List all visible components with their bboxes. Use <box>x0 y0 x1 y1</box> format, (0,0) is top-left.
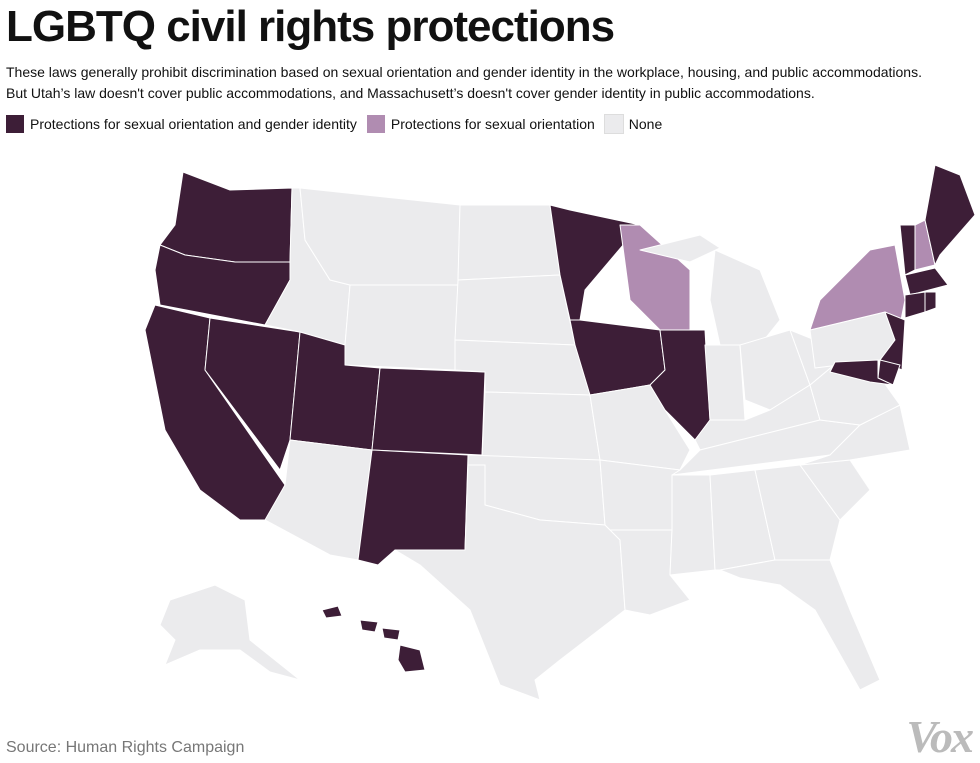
state-shape <box>904 291 926 319</box>
state-shape <box>454 274 576 346</box>
state-shape <box>599 459 681 531</box>
state-shape <box>359 619 379 633</box>
title: LGBTQ civil rights protections <box>6 2 615 51</box>
state-shape <box>321 605 343 619</box>
state-shape <box>381 627 401 641</box>
subtitle: These laws generally prohibit discrimina… <box>6 64 922 80</box>
state-shape <box>904 267 949 296</box>
state-shape <box>159 171 293 263</box>
legend-item: Protections for sexual orientation and g… <box>6 115 357 133</box>
state-shape <box>709 249 781 346</box>
state-shape <box>397 644 426 673</box>
state-shape <box>924 164 976 266</box>
legend-swatch <box>603 114 624 134</box>
state-shape <box>754 464 841 561</box>
logo: Vox <box>906 711 974 762</box>
legend-swatch <box>366 115 385 133</box>
state-shape <box>924 291 937 313</box>
state-shape <box>809 244 906 331</box>
state-shape <box>371 367 486 456</box>
state-shape <box>357 449 469 566</box>
state-shape <box>159 584 301 681</box>
legend-swatch <box>6 115 24 133</box>
state-shape <box>899 224 916 276</box>
state-shape <box>344 284 459 371</box>
state-shape <box>549 204 641 321</box>
state-shape <box>204 317 301 471</box>
legend-item: Protections for sexual orientation <box>366 115 595 133</box>
state-shape <box>481 391 601 461</box>
legend-label: Protections for sexual orientation and g… <box>30 116 357 132</box>
state-shape <box>704 344 746 421</box>
state-shape <box>299 187 461 286</box>
state-shape <box>639 234 721 263</box>
subtitle: But Utah’s law doesn't cover public acco… <box>6 85 815 101</box>
source: Source: Human Rights Campaign <box>6 739 245 756</box>
state-shape <box>719 559 881 691</box>
legend-label: None <box>628 116 663 132</box>
legend: Protections for sexual orientation and g… <box>6 114 672 134</box>
legend-label: Protections for sexual orientation <box>390 116 595 132</box>
legend-item: None <box>603 114 663 134</box>
state-shape <box>829 359 894 386</box>
state-shape <box>394 464 626 701</box>
state-shape <box>457 204 561 281</box>
state-shape <box>669 474 716 576</box>
